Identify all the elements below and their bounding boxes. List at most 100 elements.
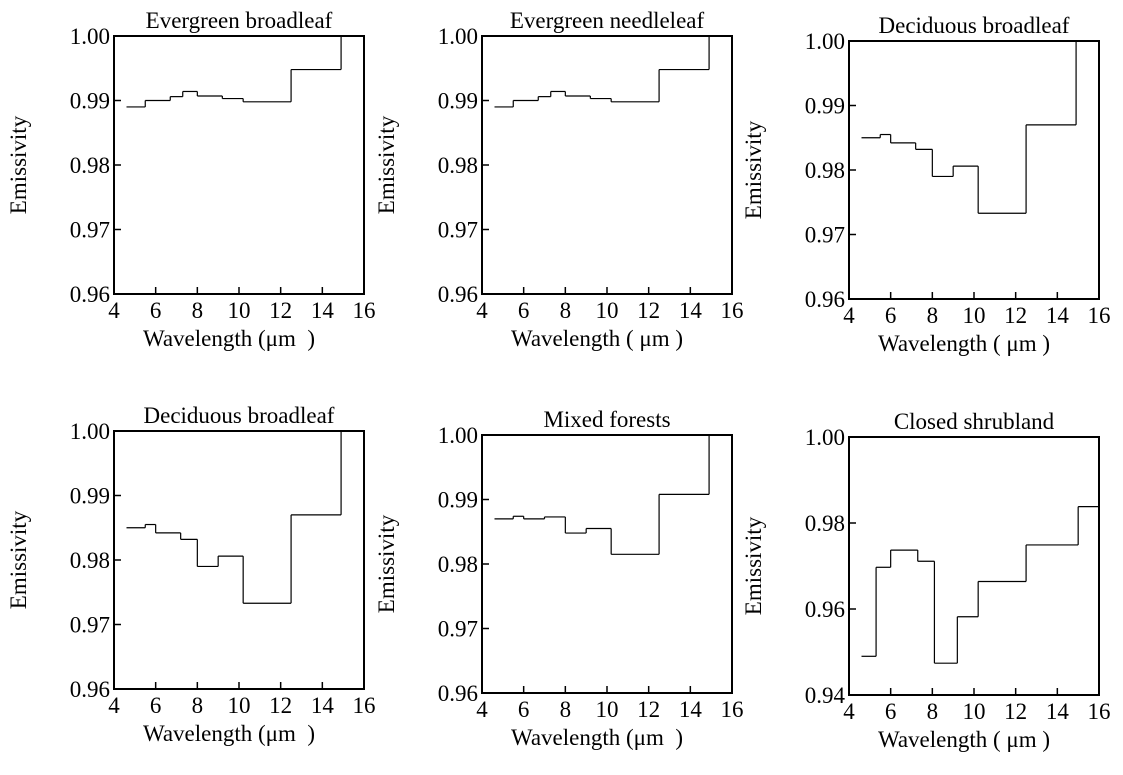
x-tick-label: 4 <box>476 697 488 722</box>
plot-frame <box>113 35 365 295</box>
x-tick-label: 12 <box>269 693 292 718</box>
y-tick-label: 0.98 <box>70 153 110 178</box>
y-tick-label: 0.96 <box>438 282 478 307</box>
y-axis-label: Emissivity <box>741 120 766 219</box>
x-tick-label: 14 <box>679 697 703 722</box>
x-tick-label: 14 <box>311 298 335 323</box>
x-tick-label: 8 <box>927 303 939 328</box>
x-tick-label: 10 <box>963 303 986 328</box>
x-tick-label: 6 <box>518 697 530 722</box>
x-tick-label: 14 <box>1046 303 1070 328</box>
y-tick-label: 0.97 <box>438 218 478 243</box>
y-tick-label: 0.98 <box>438 552 478 577</box>
x-tick-label: 4 <box>843 303 855 328</box>
y-tick-label: 1.00 <box>70 419 110 444</box>
x-tick-label: 16 <box>721 697 744 722</box>
y-tick-label: 0.99 <box>70 484 110 509</box>
x-tick-label: 12 <box>1004 699 1027 724</box>
x-axis-label: Wavelength (μm ) <box>511 725 683 750</box>
x-tick-label: 4 <box>476 298 488 323</box>
x-tick-label: 10 <box>963 699 986 724</box>
x-tick-label: 10 <box>228 298 251 323</box>
x-tick-label: 14 <box>311 693 335 718</box>
x-tick-label: 16 <box>353 298 376 323</box>
y-axis-label: Emissivity <box>374 115 399 214</box>
x-tick-label: 10 <box>596 298 619 323</box>
x-tick-label: 4 <box>843 699 855 724</box>
y-tick-label: 0.98 <box>805 511 845 536</box>
x-tick-label: 10 <box>596 697 619 722</box>
x-tick-label: 16 <box>353 693 376 718</box>
chart-panel-4: Deciduous broadleaf 0.96 0.97 0.98 0.99 1.00 4… <box>6 403 376 746</box>
x-tick-label: 6 <box>885 699 897 724</box>
x-tick-label: 6 <box>885 303 897 328</box>
chart-panel-3: Deciduous broadleaf 0.96 0.97 0.98 0.99 1.00 4… <box>741 13 1111 356</box>
chart-panel-2: Evergreen needleleaf 0.96 0.97 0.98 0.99 1.00… <box>374 8 744 351</box>
x-tick-label: 6 <box>150 298 162 323</box>
y-axis-label: Emissivity <box>741 516 766 615</box>
x-tick-label: 10 <box>228 693 251 718</box>
x-tick-label: 8 <box>192 298 204 323</box>
y-tick-label: 0.94 <box>805 683 846 708</box>
x-axis-label: Wavelength ( μm ) <box>878 727 1050 752</box>
x-tick-label: 14 <box>679 298 703 323</box>
y-tick-label: 0.99 <box>438 488 478 513</box>
x-axis-label: Wavelength (μm ) <box>143 721 315 746</box>
chart-title: Evergreen broadleaf <box>146 8 333 33</box>
x-tick-label: 8 <box>192 693 204 718</box>
x-tick-label: 6 <box>518 298 530 323</box>
y-tick-label: 0.99 <box>805 94 845 119</box>
chart-title: Closed shrubland <box>894 409 1055 434</box>
x-tick-label: 12 <box>637 298 660 323</box>
y-tick-label: 0.96 <box>438 681 478 706</box>
x-tick-label: 8 <box>560 298 572 323</box>
plot-frame <box>481 434 733 694</box>
plot-frame <box>481 35 733 295</box>
x-tick-label: 12 <box>637 697 660 722</box>
chart-panel-6: Closed shrubland 0.94 0.96 0.98 1.00 4 6 8 10 12 1… <box>741 409 1111 752</box>
plot-frame <box>113 430 365 690</box>
y-tick-label: 0.99 <box>438 89 478 114</box>
plot-frame <box>848 436 1100 696</box>
x-tick-label: 4 <box>108 693 120 718</box>
chart-panel-1: Evergreen broadleaf 0.96 0.97 0.98 0.99 1.00 4… <box>6 8 376 351</box>
y-tick-label: 0.96 <box>805 597 845 622</box>
y-tick-label: 0.99 <box>70 89 110 114</box>
y-tick-label: 1.00 <box>70 24 110 49</box>
x-tick-label: 12 <box>1004 303 1027 328</box>
y-tick-label: 0.96 <box>70 677 110 702</box>
x-tick-label: 12 <box>269 298 292 323</box>
y-tick-label: 0.96 <box>805 287 845 312</box>
x-axis-label: Wavelength ( μm ) <box>878 331 1050 356</box>
plot-frame <box>848 40 1100 300</box>
chart-panel-5: Mixed forests 0.96 0.97 0.98 0.99 1.00 4 6 8 10 12… <box>374 407 744 750</box>
y-tick-label: 0.97 <box>70 613 110 638</box>
chart-title: Mixed forests <box>543 407 670 432</box>
y-tick-label: 0.97 <box>805 223 845 248</box>
x-tick-label: 16 <box>1088 303 1111 328</box>
x-axis-label: Wavelength (μm ) <box>143 326 315 351</box>
y-axis-label: Emissivity <box>6 510 31 609</box>
x-tick-label: 8 <box>927 699 939 724</box>
y-tick-label: 1.00 <box>438 24 478 49</box>
x-axis-label: Wavelength ( μm ) <box>511 326 683 351</box>
x-tick-label: 4 <box>108 298 120 323</box>
y-tick-label: 1.00 <box>805 29 845 54</box>
x-tick-label: 16 <box>721 298 744 323</box>
x-tick-label: 14 <box>1046 699 1070 724</box>
y-tick-label: 1.00 <box>438 423 478 448</box>
chart-title: Deciduous broadleaf <box>144 403 335 428</box>
y-tick-label: 0.97 <box>438 617 478 642</box>
y-tick-label: 0.98 <box>438 153 478 178</box>
x-tick-label: 16 <box>1088 699 1111 724</box>
x-tick-label: 6 <box>150 693 162 718</box>
y-axis-label: Emissivity <box>6 115 31 214</box>
y-tick-label: 0.98 <box>70 548 110 573</box>
y-tick-label: 0.98 <box>805 158 845 183</box>
y-tick-label: 0.96 <box>70 282 110 307</box>
x-tick-label: 8 <box>560 697 572 722</box>
chart-title: Evergreen needleleaf <box>510 8 705 33</box>
chart-title: Deciduous broadleaf <box>879 13 1070 38</box>
y-tick-label: 1.00 <box>805 425 845 450</box>
